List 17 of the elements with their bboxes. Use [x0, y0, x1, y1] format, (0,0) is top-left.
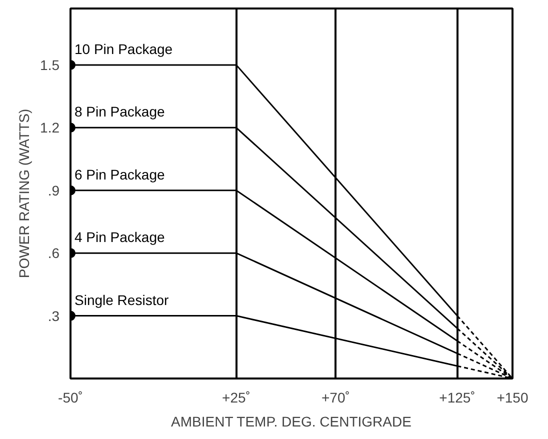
y-tick-label: .6 — [48, 245, 60, 262]
y-tick-label: 1.2 — [40, 120, 60, 136]
x-tick-label: +150 — [496, 390, 528, 406]
y-axis-title: POWER RATING (WATTS) — [16, 108, 32, 278]
series-label: 8 Pin Package — [74, 104, 165, 120]
series-label: 4 Pin Package — [74, 229, 165, 246]
series-label: 6 Pin Package — [74, 166, 165, 182]
x-axis-title: AMBIENT TEMP. DEG. CENTIGRADE — [171, 414, 412, 430]
x-tick-label: -50˚ — [58, 390, 83, 406]
x-tick-label: +25˚ — [222, 390, 250, 406]
series-label: 10 Pin Package — [74, 40, 173, 57]
y-tick-label: 1.5 — [40, 56, 60, 73]
x-tick-label: +70˚ — [321, 390, 350, 406]
y-tick-label: .3 — [48, 308, 60, 324]
y-tick-label: .9 — [48, 182, 60, 198]
x-tick-label: +125˚ — [439, 390, 476, 406]
series-label: Single Resistor — [74, 292, 169, 308]
